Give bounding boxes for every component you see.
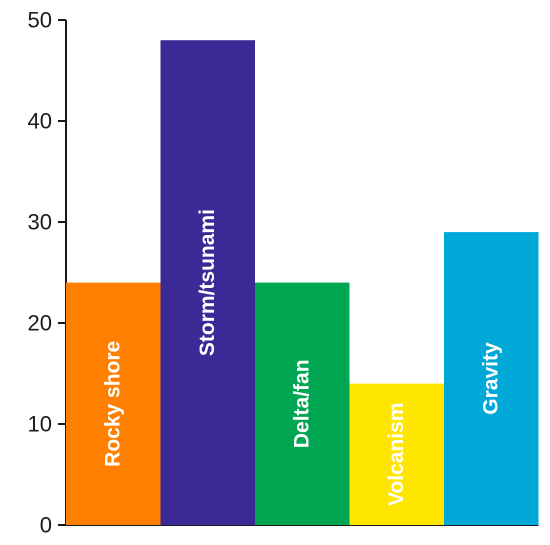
y-tick-label: 50 <box>28 8 52 33</box>
bar-storm-tsunami <box>160 40 255 525</box>
bars <box>66 40 539 525</box>
bar-label: Volcanism <box>385 403 408 506</box>
bar-labels: Rocky shore Storm/tsunami Delta/fan Volcani… <box>102 209 503 506</box>
bar-gravity <box>444 232 539 525</box>
bar-delta-fan <box>255 282 350 525</box>
bar-rocky-shore <box>66 282 161 525</box>
y-tick-label: 30 <box>28 210 52 235</box>
bar-label: Gravity <box>480 342 503 415</box>
y-tick-label: 10 <box>28 412 52 437</box>
y-tick-label: 0 <box>40 513 52 538</box>
y-tick-label: 20 <box>28 311 52 336</box>
y-tick-label: 40 <box>28 109 52 134</box>
bar-label: Rocky shore <box>102 341 125 467</box>
bar-label: Storm/tsunami <box>196 209 219 356</box>
bar-volcanism <box>349 383 444 525</box>
bar-label: Delta/fan <box>291 359 314 448</box>
